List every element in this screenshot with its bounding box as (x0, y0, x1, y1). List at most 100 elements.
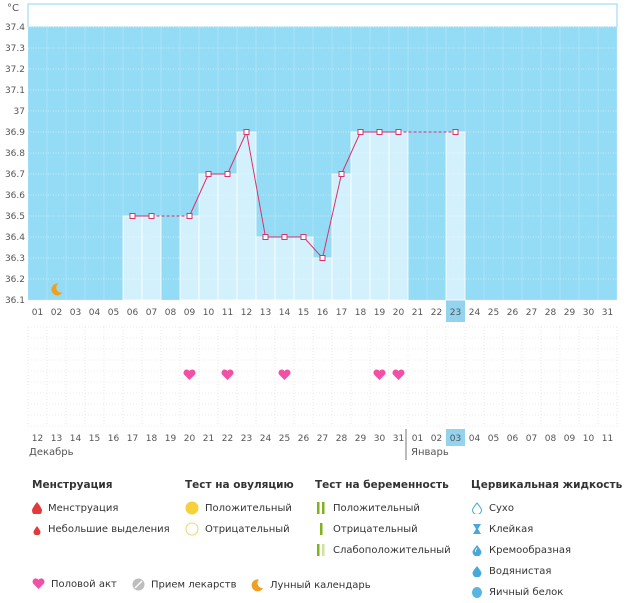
x-tick-26: 26 (507, 308, 519, 318)
date-label-23-11: 23 (241, 434, 252, 444)
temperature-line-15-16 (303, 236, 323, 259)
y-tick-37.1: 37.1 (5, 86, 25, 96)
date-label-18-6: 18 (146, 434, 158, 444)
x-tick-31: 31 (602, 308, 613, 318)
x-tick-09: 09 (184, 308, 196, 318)
temperature-point-13 (262, 234, 269, 240)
legend-item-menstruation: Менструация (32, 498, 170, 519)
legend-item-pregnancy-faint: Слабоположительный (315, 540, 451, 561)
x-tick-30: 30 (583, 308, 595, 318)
legend-item-label: Менструация (48, 503, 119, 514)
legend-intercourse: Половой акт (32, 578, 117, 590)
date-label-28-16: 28 (336, 434, 348, 444)
temperature-point-12 (243, 129, 250, 135)
temperature-point-16 (319, 255, 326, 261)
temperature-point-18 (357, 129, 364, 135)
temperature-line-12-13 (246, 131, 266, 238)
temperature-point-10 (205, 171, 212, 177)
x-tick-18: 18 (355, 308, 367, 318)
x-tick-12: 12 (241, 308, 252, 318)
legend-ovulation-test: Тест на овуляцию Положительный Отрицател… (185, 479, 294, 540)
legend-item-egg-white: Яичный белок (471, 582, 622, 603)
intercourse-heart-icon-11 (221, 369, 234, 380)
x-tick-28: 28 (545, 308, 557, 318)
x-tick-21: 21 (412, 308, 423, 318)
temperature-line-16-17 (322, 173, 342, 259)
date-label-07-26: 07 (526, 434, 537, 444)
x-tick-20: 20 (393, 308, 405, 318)
date-label-09-28: 09 (564, 434, 576, 444)
date-label-10-29: 10 (583, 434, 595, 444)
date-label-17-5: 17 (127, 434, 138, 444)
legend-item-pregnancy-positive: Положительный (315, 498, 451, 519)
pill-icon (132, 578, 145, 591)
legend-pregnancy-title: Тест на беременность (315, 479, 449, 491)
date-label-27-15: 27 (317, 434, 328, 444)
temperature-chart: °C 36.1 36.2 36.3 36.4 36.5 36.6 36.7 36.8 36.9 3… (5, 3, 618, 460)
date-label-20-8: 20 (184, 434, 196, 444)
date-label-29-17: 29 (355, 434, 367, 444)
blood-drop-icon (32, 502, 42, 516)
date-label-04-23: 04 (469, 434, 481, 444)
legend-item-ovulation-negative: Отрицательный (185, 519, 294, 540)
month-label-january: Январь (411, 447, 449, 458)
legend-cervical-fluid: Цервикальная жидкость Сухо Клейкая Кремо… (471, 479, 622, 603)
temperature-point-19 (376, 129, 383, 135)
one-line-icon (320, 523, 323, 535)
x-tick-05: 05 (108, 308, 119, 318)
temperature-point-20 (395, 129, 402, 135)
legend-menstruation: Менструация Менструация Небольшие выделе… (32, 479, 170, 540)
x-tick-29: 29 (564, 308, 576, 318)
date-label-11-30: 11 (602, 434, 613, 444)
y-tick-36.5: 36.5 (5, 212, 25, 222)
x-tick-08: 08 (165, 308, 177, 318)
y-tick-36.1: 36.1 (5, 296, 25, 306)
legend-menstruation-title: Менструация (32, 479, 113, 491)
x-tick-23: 23 (450, 308, 461, 318)
y-tick-37.4: 37.4 (5, 23, 25, 33)
legend-item-label: Положительный (205, 503, 292, 514)
temperature-line-09-10 (189, 173, 209, 217)
today-date-highlight (446, 429, 465, 446)
date-label-26-14: 26 (298, 434, 310, 444)
legend-item-ovulation-positive: Положительный (185, 498, 294, 519)
x-tick-22: 22 (431, 308, 442, 318)
x-tick-16: 16 (317, 308, 329, 318)
date-label-25-13: 25 (279, 434, 290, 444)
date-label-31-19: 31 (393, 434, 404, 444)
x-tick-14: 14 (279, 308, 291, 318)
temperature-point-11 (224, 171, 231, 177)
date-label-21-9: 21 (203, 434, 214, 444)
legend-lunar-calendar: Лунный календарь (250, 578, 371, 592)
y-tick-37: 37 (14, 107, 25, 117)
intercourse-heart-icon-09 (183, 369, 196, 380)
legend-item-label: Слабоположительный (333, 545, 451, 556)
y-tick-37.3: 37.3 (5, 44, 25, 54)
two-lines-icon (317, 502, 325, 514)
temperature-line-17-18 (341, 131, 361, 175)
y-tick-37.2: 37.2 (5, 65, 25, 75)
date-label-08-27: 08 (545, 434, 557, 444)
y-tick-36.6: 36.6 (5, 191, 25, 201)
date-label-13-1: 13 (51, 434, 62, 444)
x-tick-25: 25 (488, 308, 499, 318)
legend-item-label: Кремообразная (489, 545, 572, 556)
today-cycle-highlight (446, 300, 465, 322)
x-tick-13: 13 (260, 308, 271, 318)
legend-item-label: Положительный (333, 503, 420, 514)
y-unit-label: °C (7, 3, 19, 14)
filled-circle-icon (185, 501, 199, 515)
x-tick-15: 15 (298, 308, 309, 318)
date-label-30-18: 30 (374, 434, 386, 444)
y-tick-36.2: 36.2 (5, 275, 25, 285)
small-blood-drop-icon (33, 526, 41, 536)
legend-item-label: Прием лекарств (151, 579, 237, 591)
intercourse-heart-icon-19 (373, 369, 386, 380)
legend-item-label: Лунный календарь (270, 580, 371, 591)
egg-icon (472, 587, 482, 598)
date-label-22-10: 22 (222, 434, 233, 444)
date-label-03-22: 03 (450, 434, 461, 444)
y-tick-36.9: 36.9 (5, 128, 25, 138)
legend-item-label: Небольшие выделения (48, 524, 170, 535)
temperature-point-17 (338, 171, 345, 177)
